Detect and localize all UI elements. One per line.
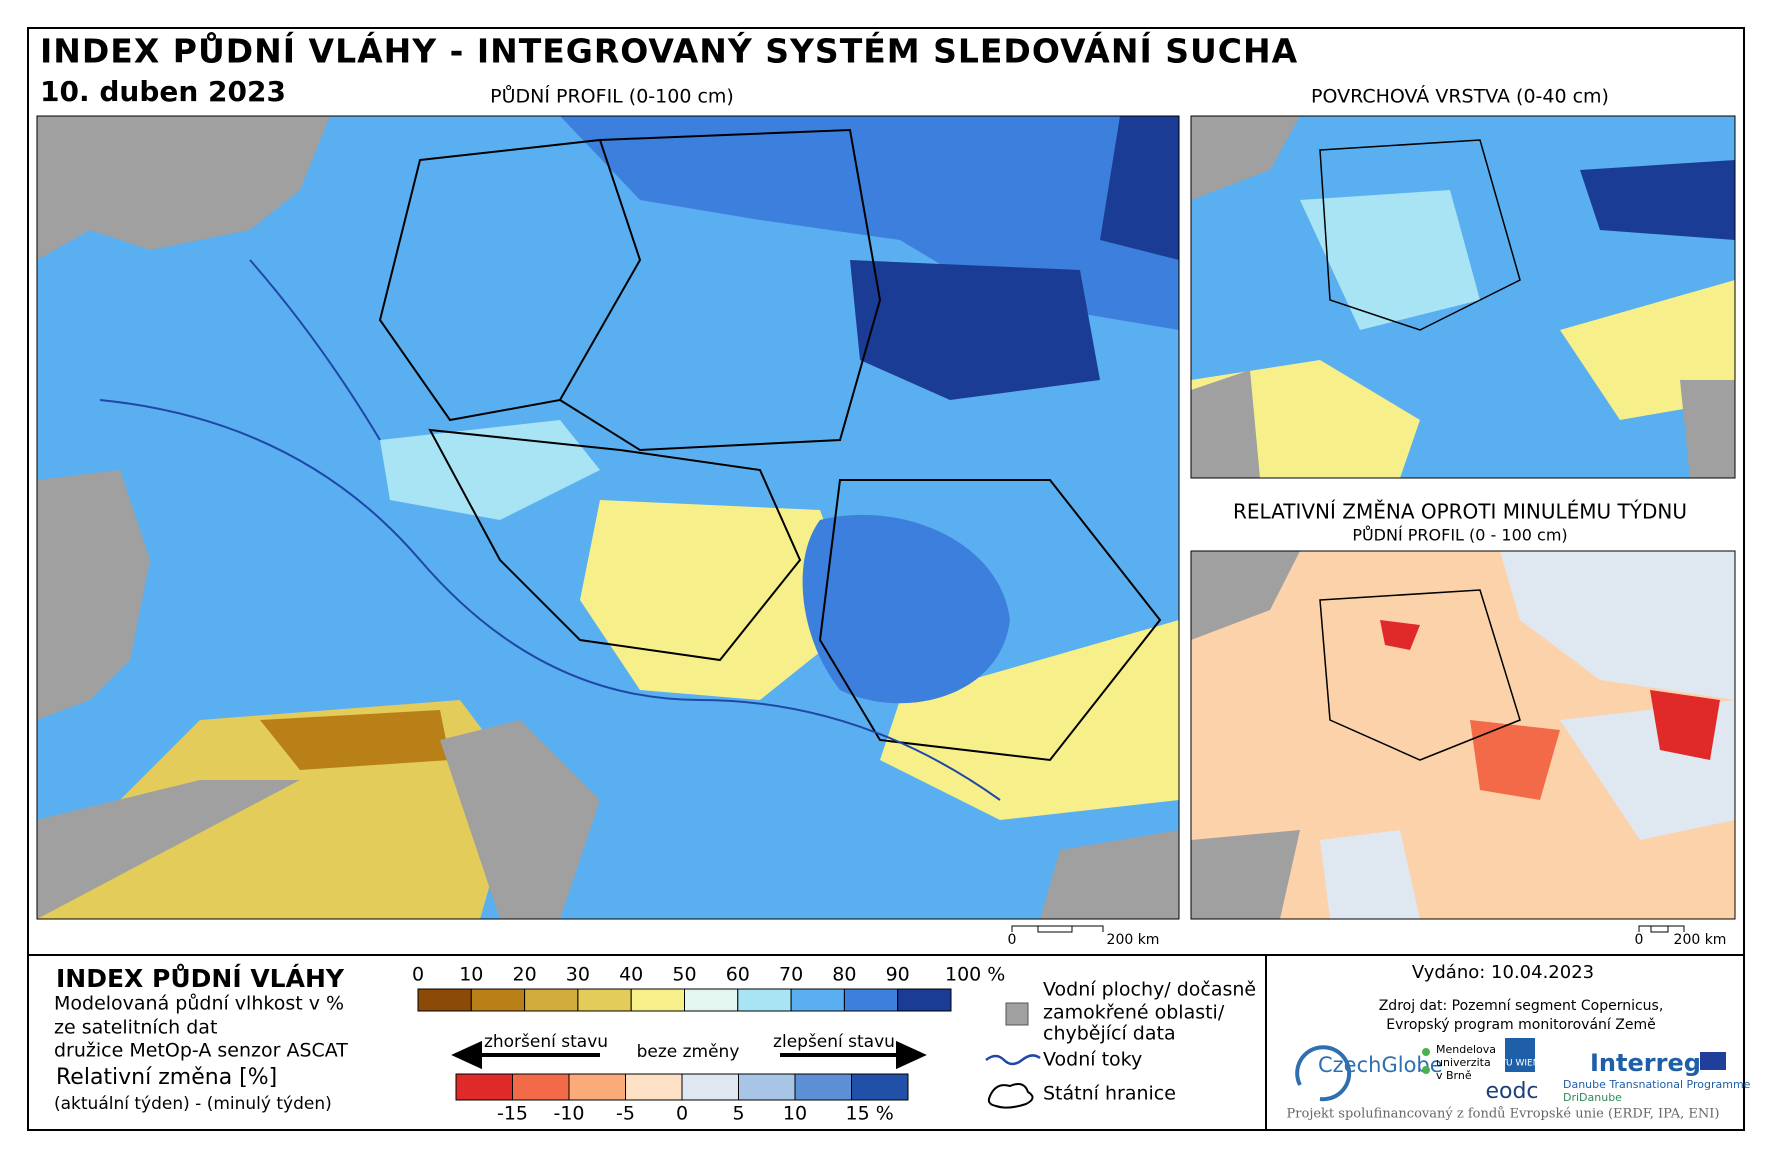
colorbar-label: 10 [459, 964, 483, 986]
colorbar-label: 30 [566, 964, 590, 986]
arrow-right [780, 1040, 927, 1070]
legend-item: zamokřené oblasti/ [1043, 1002, 1225, 1024]
colorbar-label: 70 [779, 964, 803, 986]
colorbar-label: -15 [497, 1103, 528, 1125]
logo-mark [1505, 1038, 1535, 1072]
map-title: RELATIVNÍ ZMĚNA OPROTI MINULÉMU TÝDNU [1233, 500, 1687, 524]
legend-text: beze změny [637, 1042, 740, 1062]
legend-title: INDEX PŮDNÍ VLÁHY [56, 963, 345, 993]
colorbar-label: -10 [553, 1103, 584, 1125]
colorbar-label: 60 [726, 964, 750, 986]
colorbar-label: 5 [732, 1103, 744, 1125]
logo: Interreg [1590, 1049, 1701, 1077]
change-map [1191, 551, 1735, 919]
legend-swatch [985, 1054, 1041, 1066]
colorbars: 0 10 20 30 40 50 60 70 80 90 100 % -15 -10 -5 0 5 10 15 % [412, 964, 1005, 1125]
logo-mark [1422, 1066, 1430, 1074]
note: Projekt spolufinancovaný z fondů Evropsk… [1287, 1106, 1720, 1122]
map-border [1190, 115, 1736, 479]
arrow-left [451, 1040, 600, 1070]
legend-title: Relativní změna [%] [56, 1065, 277, 1090]
colorbar-cell [512, 1073, 570, 1101]
colorbar-label: 50 [672, 964, 696, 986]
legend-swatch [1005, 1002, 1029, 1026]
map-border [36, 115, 1180, 920]
date: 10. duben 2023 [40, 75, 286, 108]
logo: Mendelova [1436, 1043, 1496, 1056]
colorbar-label: -5 [616, 1103, 635, 1125]
colorbar-cell [897, 988, 952, 1012]
colorbar-label: 0 [412, 964, 424, 986]
colorbar-label: 0 [676, 1103, 688, 1125]
colorbar-cell [851, 1073, 909, 1101]
colorbar-label: 90 [886, 964, 910, 986]
issued: Vydáno: 10.04.2023 [1412, 962, 1594, 983]
colorbar-cell [737, 988, 792, 1012]
colorbar-cell [417, 988, 472, 1012]
colorbar-label: 100 % [945, 964, 1005, 986]
colorbar-cell [577, 988, 632, 1012]
legend-swatch [987, 1083, 1034, 1109]
scale-bar [1011, 925, 1685, 933]
colorbar-cell [738, 1073, 796, 1101]
legend-text: družice MetOp-A senzor ASCAT [54, 1040, 348, 1062]
scale-label: 200 km [1674, 932, 1727, 948]
colorbar-cell [684, 988, 739, 1012]
map-subtitle: PŮDNÍ PROFIL (0 - 100 cm) [1352, 526, 1567, 545]
logo-mark [1295, 1045, 1352, 1102]
colorbar-label: 15 % [846, 1103, 894, 1125]
legend-text: zlepšení stavu [773, 1032, 895, 1052]
colorbar-cell [568, 1073, 626, 1101]
logo: v Brně [1436, 1069, 1472, 1082]
title: INDEX PŮDNÍ VLÁHY - INTEGROVANÝ SYSTÉM S… [40, 31, 1298, 71]
source: Zdroj dat: Pozemní segment Copernicus, [1379, 998, 1664, 1014]
scale-label: 0 [1008, 932, 1017, 948]
legend-text: Modelovaná půdní vlhkost v % [54, 993, 344, 1015]
colorbar-cell [455, 1073, 513, 1101]
logo: univerzita [1436, 1056, 1491, 1069]
legend-item: Státní hranice [1043, 1083, 1176, 1105]
map-title: PŮDNÍ PROFIL (0-100 cm) [490, 84, 734, 108]
colorbar-cell [843, 988, 899, 1012]
main-map [37, 116, 1179, 919]
colorbar-cell [470, 988, 526, 1012]
logo: eodc [1485, 1079, 1538, 1104]
logo: DriDanube [1563, 1091, 1622, 1104]
logo-mark [1422, 1048, 1430, 1056]
source: Evropský program monitorování Země [1386, 1017, 1655, 1033]
scale-label: 200 km [1107, 932, 1160, 948]
colorbar-cell [681, 1073, 739, 1101]
legend-text: zhoršení stavu [484, 1032, 608, 1052]
colorbar-cell [794, 1073, 852, 1101]
map-border [1190, 550, 1736, 920]
surface-map [1191, 116, 1735, 478]
colorbar-cell [630, 988, 686, 1012]
logo: CzechGlobe [1318, 1053, 1443, 1077]
map-title: POVRCHOVÁ VRSTVA (0-40 cm) [1311, 85, 1609, 108]
logo: TU WIEN [1500, 1059, 1540, 1069]
scale-label: 0 [1635, 932, 1644, 948]
colorbar-cell [790, 988, 845, 1012]
legend-item: Vodní plochy/ dočasně [1043, 979, 1256, 1001]
colorbar-label: 10 [783, 1103, 807, 1125]
colorbar-cell [625, 1073, 683, 1101]
logo-mark [1700, 1052, 1726, 1070]
legend-item: chybějící data [1043, 1023, 1176, 1045]
legend-text: (aktuální týden) - (minulý týden) [54, 1094, 332, 1114]
colorbar-label: 80 [832, 964, 856, 986]
colorbar-cell [524, 988, 579, 1012]
legend-item: Vodní toky [1043, 1049, 1142, 1071]
legend-text: ze satelitních dat [54, 1017, 217, 1039]
logo: Danube Transnational Programme [1563, 1078, 1751, 1091]
colorbar-label: 40 [619, 964, 643, 986]
colorbar-label: 20 [513, 964, 537, 986]
